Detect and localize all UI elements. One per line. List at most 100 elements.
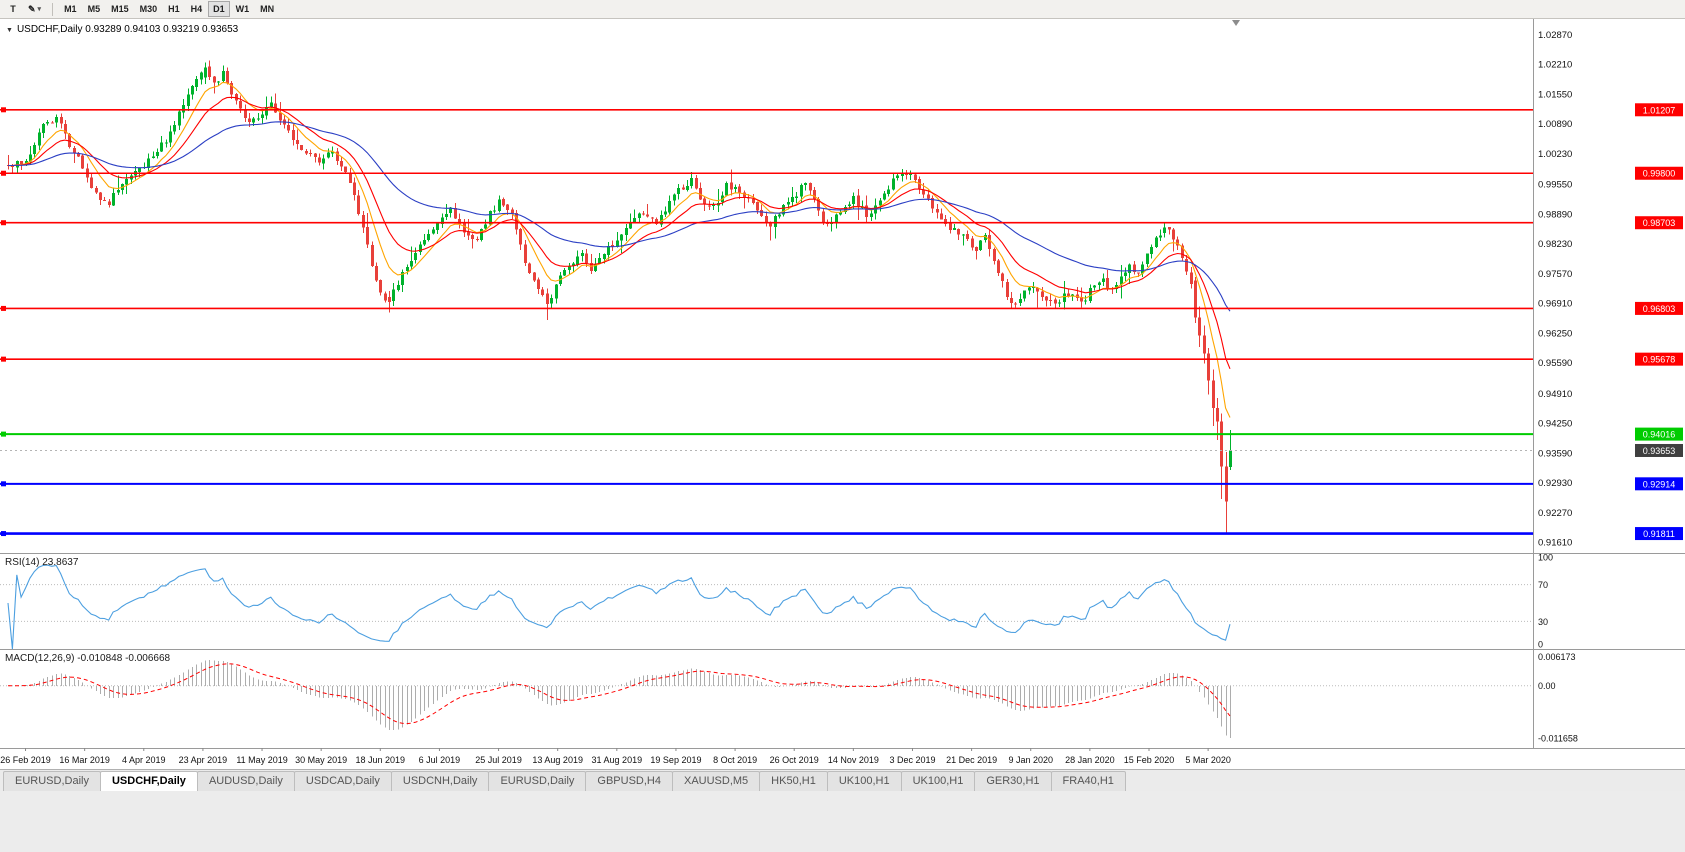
- chart-area[interactable]: 1.02870 1.02210 1.01550 1.00890 1.00230 0.995…: [0, 19, 1685, 769]
- svg-text:19 Sep 2019: 19 Sep 2019: [650, 755, 701, 765]
- svg-text:16 Mar 2019: 16 Mar 2019: [59, 755, 110, 765]
- svg-text:25 Jul 2019: 25 Jul 2019: [475, 755, 522, 765]
- svg-text:0.97570: 0.97570: [1538, 269, 1572, 280]
- svg-text:13 Aug 2019: 13 Aug 2019: [532, 755, 583, 765]
- svg-text:0.99800: 0.99800: [1643, 169, 1676, 179]
- svg-text:1.01207: 1.01207: [1643, 105, 1676, 115]
- timeframe-button-m5[interactable]: M5: [83, 1, 106, 17]
- timeframe-button-h4[interactable]: H4: [186, 1, 208, 17]
- timeframe-button-m15[interactable]: M15: [106, 1, 134, 17]
- svg-text:1.01550: 1.01550: [1538, 89, 1572, 100]
- svg-text:5 Mar 2020: 5 Mar 2020: [1185, 755, 1231, 765]
- svg-text:26 Oct 2019: 26 Oct 2019: [770, 755, 819, 765]
- svg-text:0.92914: 0.92914: [1643, 479, 1676, 489]
- svg-text:-0.011658: -0.011658: [1538, 733, 1578, 743]
- chart-tab-usdchf-daily[interactable]: USDCHF,Daily: [99, 771, 198, 791]
- svg-text:21 Dec 2019: 21 Dec 2019: [946, 755, 997, 765]
- bottom-filler: [0, 791, 1685, 852]
- price-axis-ticks: 1.02870 1.02210 1.01550 1.00890 1.00230 0.995…: [1538, 30, 1572, 549]
- toolbar-separator: [52, 2, 54, 16]
- svg-text:30 May 2019: 30 May 2019: [295, 755, 347, 765]
- svg-text:28 Jan 2020: 28 Jan 2020: [1065, 755, 1115, 765]
- text-tool-icon: T: [10, 4, 16, 14]
- chart-tab-fra40-h1[interactable]: FRA40,H1: [1050, 771, 1126, 791]
- chart-tab-uk100-h1[interactable]: UK100,H1: [826, 771, 902, 791]
- svg-text:18 Jun 2019: 18 Jun 2019: [356, 755, 406, 765]
- price-chart-svg[interactable]: 1.02870 1.02210 1.01550 1.00890 1.00230 0.995…: [0, 19, 1685, 769]
- svg-text:0.94016: 0.94016: [1643, 430, 1676, 440]
- timeframe-button-m1[interactable]: M1: [59, 1, 82, 17]
- level-price-labels: 1.01207 0.99800 0.98703 0.96803 0.95678 0.940…: [1635, 103, 1683, 541]
- svg-text:0.93653: 0.93653: [1643, 446, 1676, 456]
- expander-icon[interactable]: ▼: [6, 27, 13, 34]
- svg-text:0.99550: 0.99550: [1538, 180, 1572, 191]
- svg-text:0.006173: 0.006173: [1538, 652, 1576, 662]
- svg-text:4 Apr 2019: 4 Apr 2019: [122, 755, 166, 765]
- timeframe-button-mn[interactable]: MN: [255, 1, 279, 17]
- svg-text:0.98703: 0.98703: [1643, 218, 1676, 228]
- chart-tab-eurusd-daily[interactable]: EURUSD,Daily: [3, 771, 101, 791]
- svg-text:0.92930: 0.92930: [1538, 478, 1572, 489]
- timeframe-button-d1[interactable]: D1: [208, 1, 230, 17]
- chevron-down-icon: ▾: [37, 6, 42, 13]
- svg-text:30: 30: [1538, 617, 1548, 627]
- timeframe-button-group: M1 M5 M15 M30 H1 H4 D1 W1 MN: [59, 1, 279, 17]
- svg-text:23 Apr 2019: 23 Apr 2019: [179, 755, 228, 765]
- chart-background: [0, 19, 1685, 769]
- svg-text:14 Nov 2019: 14 Nov 2019: [828, 755, 879, 765]
- svg-text:11 May 2019: 11 May 2019: [236, 755, 287, 765]
- macd-histogram: [12, 660, 1231, 738]
- svg-text:1.00890: 1.00890: [1538, 119, 1572, 130]
- svg-text:100: 100: [1538, 553, 1553, 563]
- svg-text:1.02870: 1.02870: [1538, 30, 1572, 41]
- chart-tab-uk100-h1[interactable]: UK100,H1: [900, 771, 976, 791]
- timeframe-button-w1[interactable]: W1: [231, 1, 255, 17]
- ma-45-line: [8, 121, 1231, 312]
- chart-tab-eurusd-daily[interactable]: EURUSD,Daily: [488, 771, 587, 791]
- pencil-icon: ✎: [28, 3, 36, 14]
- svg-text:0.96910: 0.96910: [1538, 299, 1572, 310]
- svg-text:1.00230: 1.00230: [1538, 149, 1572, 160]
- svg-text:0.96803: 0.96803: [1643, 304, 1676, 314]
- text-tool-button[interactable]: T: [4, 1, 22, 17]
- chart-tab-ger30-h1[interactable]: GER30,H1: [974, 771, 1052, 791]
- sr-lines: [0, 107, 1533, 537]
- svg-text:0.98230: 0.98230: [1538, 239, 1572, 250]
- chart-tab-gbpusd-h4[interactable]: GBPUSD,H4: [585, 771, 673, 791]
- chart-tab-audusd-daily[interactable]: AUDUSD,Daily: [196, 771, 295, 791]
- svg-text:0.98890: 0.98890: [1538, 209, 1572, 220]
- macd-signal-line: [8, 663, 1231, 725]
- toolbar: T ✎ ▾ M1 M5 M15 M30 H1 H4 D1 W1 MN: [0, 0, 1685, 19]
- svg-text:0.91610: 0.91610: [1538, 538, 1572, 549]
- svg-text:31 Aug 2019: 31 Aug 2019: [592, 755, 643, 765]
- svg-text:0.94250: 0.94250: [1538, 419, 1572, 430]
- ma-8-line: [7, 81, 1231, 418]
- draw-tool-button[interactable]: ✎ ▾: [23, 1, 46, 17]
- timeframe-button-m30[interactable]: M30: [135, 1, 163, 17]
- shift-marker-icon[interactable]: [1232, 20, 1241, 26]
- time-axis-labels: 26 Feb 2019 16 Mar 2019 4 Apr 2019 23 Apr 2…: [0, 748, 1231, 765]
- svg-text:0.92270: 0.92270: [1538, 508, 1572, 519]
- svg-text:6 Jul 2019: 6 Jul 2019: [419, 755, 461, 765]
- svg-text:0.96250: 0.96250: [1538, 328, 1572, 339]
- svg-text:0: 0: [1538, 640, 1543, 650]
- chart-tab-usdcad-daily[interactable]: USDCAD,Daily: [293, 771, 392, 791]
- chart-tab-bar: EURUSD,Daily USDCHF,Daily AUDUSD,Daily USDC…: [0, 769, 1685, 791]
- chart-tab-hk50-h1[interactable]: HK50,H1: [759, 771, 828, 791]
- svg-text:0.95590: 0.95590: [1538, 358, 1572, 369]
- svg-text:0.91811: 0.91811: [1643, 529, 1675, 539]
- svg-text:0.94910: 0.94910: [1538, 389, 1572, 400]
- svg-text:15 Feb 2020: 15 Feb 2020: [1124, 755, 1175, 765]
- svg-text:8 Oct 2019: 8 Oct 2019: [713, 755, 757, 765]
- svg-text:0.00: 0.00: [1538, 681, 1556, 691]
- timeframe-button-h1[interactable]: H1: [163, 1, 185, 17]
- rsi-line: [7, 564, 1231, 650]
- svg-text:3 Dec 2019: 3 Dec 2019: [889, 755, 935, 765]
- svg-text:9 Jan 2020: 9 Jan 2020: [1008, 755, 1053, 765]
- ma-16-line: [7, 96, 1231, 370]
- svg-text:0.95678: 0.95678: [1643, 355, 1676, 365]
- chart-tab-usdcnh-daily[interactable]: USDCNH,Daily: [390, 771, 490, 791]
- svg-text:1.02210: 1.02210: [1538, 60, 1572, 71]
- chart-tab-xauusd-m5[interactable]: XAUUSD,M5: [671, 771, 761, 791]
